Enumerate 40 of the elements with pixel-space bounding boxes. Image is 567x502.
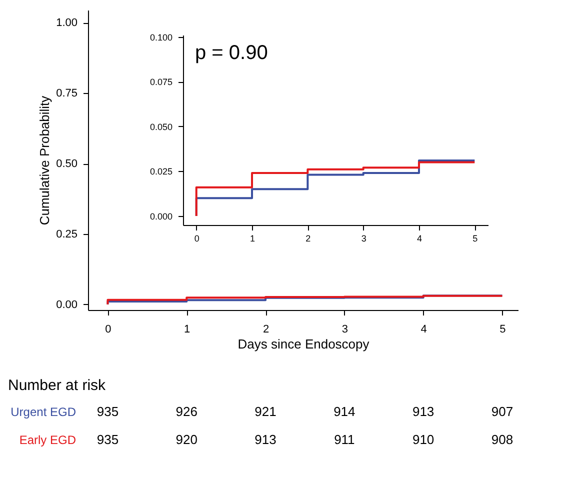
y-tick-label: 0.100 <box>150 32 172 42</box>
x-tick-label: 3 <box>342 324 348 336</box>
y-tick-label: 0.00 <box>56 298 78 311</box>
text: 911 <box>334 432 355 447</box>
text: 935 <box>96 432 119 447</box>
x-tick-label: 5 <box>500 324 506 336</box>
x-tick-label: 1 <box>184 324 190 336</box>
y-tick-label: 0.50 <box>56 158 78 170</box>
text: 935 <box>96 404 119 419</box>
text: 913 <box>412 404 434 419</box>
x-tick-label: 2 <box>262 324 270 336</box>
x-tick-label: 2 <box>306 234 311 244</box>
annotation: p = 0.90 <box>195 42 268 64</box>
text: Early EGD <box>19 433 76 447</box>
text: 926 <box>176 404 198 419</box>
x-tick-label: 4 <box>416 234 422 244</box>
text: 920 <box>176 432 198 447</box>
text: Number at risk <box>8 377 106 394</box>
y-tick-label: 0.000 <box>150 212 172 222</box>
y-tick-label: 0.75 <box>56 88 78 100</box>
text: 914 <box>334 404 356 419</box>
x-axis-title: Days since Endoscopy <box>238 336 370 352</box>
x-tick-label: 5 <box>472 234 478 244</box>
text: 908 <box>491 432 514 447</box>
x-tick-label: 4 <box>420 324 427 336</box>
y-tick-label: 0.075 <box>150 77 172 88</box>
y-tick-label: 0.050 <box>150 122 172 132</box>
y-tick-label: 0.25 <box>56 228 78 240</box>
y-axis-title: Cumulative Probability <box>37 95 52 226</box>
text: 913 <box>254 432 276 447</box>
y-tick-label: 1.00 <box>56 17 78 30</box>
x-tick-label: 3 <box>361 234 366 244</box>
x-tick-label: 0 <box>105 324 112 336</box>
text: Urgent EGD <box>10 405 76 419</box>
x-tick-label: 1 <box>250 234 256 244</box>
text: 921 <box>254 404 276 419</box>
y-tick-label: 0.025 <box>150 166 172 177</box>
x-tick-label: 0 <box>194 234 200 244</box>
text: 910 <box>412 432 434 447</box>
text: 907 <box>491 404 514 419</box>
